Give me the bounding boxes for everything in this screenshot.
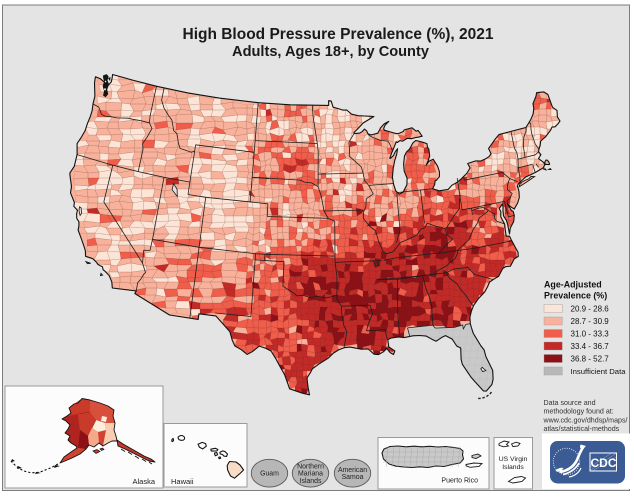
svg-text:Alaska: Alaska xyxy=(132,477,155,486)
svg-text:American: American xyxy=(338,467,367,474)
svg-text:Prevalence (%): Prevalence (%) xyxy=(544,291,607,301)
svg-text:31.0 - 33.3: 31.0 - 33.3 xyxy=(571,330,610,339)
svg-text:Age-Adjusted: Age-Adjusted xyxy=(544,280,602,290)
svg-text:Islands: Islands xyxy=(300,478,322,485)
svg-text:Adults, Ages 18+, by County: Adults, Ages 18+, by County xyxy=(232,44,430,60)
svg-text:36.8 - 52.7: 36.8 - 52.7 xyxy=(571,355,610,364)
svg-text:20.9 - 28.6: 20.9 - 28.6 xyxy=(571,305,610,314)
svg-text:atlas/statistical-methods: atlas/statistical-methods xyxy=(544,425,620,433)
svg-text:Guam: Guam xyxy=(260,471,279,478)
svg-text:33.4 - 36.7: 33.4 - 36.7 xyxy=(571,342,610,351)
svg-text:Puerto Rico: Puerto Rico xyxy=(441,478,478,485)
svg-text:High Blood Pressure Prevalence: High Blood Pressure Prevalence (%), 2021 xyxy=(183,26,494,43)
svg-text:Mariana: Mariana xyxy=(298,471,323,478)
svg-text:www.cdc.gov/dhdsp/maps/: www.cdc.gov/dhdsp/maps/ xyxy=(543,416,628,424)
svg-text:28.7 - 30.9: 28.7 - 30.9 xyxy=(571,317,610,326)
svg-text:Northern: Northern xyxy=(297,463,324,470)
svg-text:Samoa: Samoa xyxy=(342,474,364,481)
svg-text:US Virgin: US Virgin xyxy=(499,456,528,463)
svg-text:Hawaii: Hawaii xyxy=(171,477,194,486)
svg-text:CDC: CDC xyxy=(591,456,617,470)
svg-text:Islands: Islands xyxy=(502,464,524,471)
svg-text:methodology found at:: methodology found at: xyxy=(544,408,614,416)
svg-text:Insufficient Data: Insufficient Data xyxy=(571,367,627,376)
svg-text:Data source and: Data source and xyxy=(544,399,596,407)
